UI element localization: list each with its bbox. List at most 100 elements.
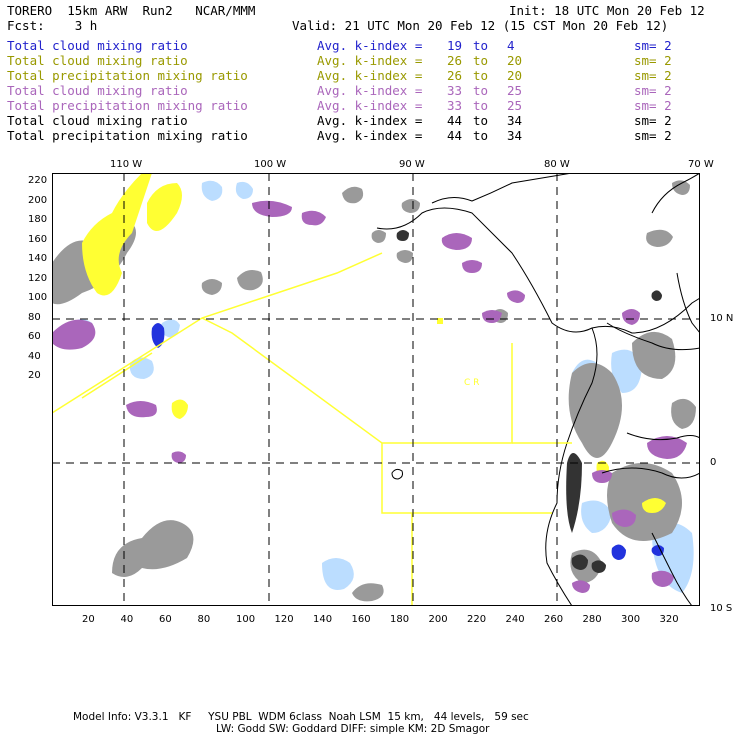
lat-label-10n: 10 N (710, 313, 734, 324)
legend-to-value: 20 (507, 53, 523, 68)
x-tick-label: 140 (313, 614, 333, 625)
legend-sm-value: sm= 2 (634, 53, 672, 68)
header-init: Init: 18 UTC Mon 20 Feb 12 (509, 3, 705, 18)
header-fcst: Fcst: 3 h (7, 18, 98, 33)
legend-sm-value: sm= 2 (634, 83, 672, 98)
legend-to-label: to (473, 68, 489, 83)
x-tick-label: 320 (659, 614, 679, 625)
legend-kindex-label: Avg. k-index = (317, 38, 423, 53)
legend-to-label: to (473, 128, 489, 143)
header-model: TORERO 15km ARW Run2 NCAR/MMM (7, 3, 256, 18)
x-tick-label: 300 (621, 614, 641, 625)
x-tick-label: 60 (159, 614, 172, 625)
legend-to-label: to (473, 83, 489, 98)
lon-label-110w: 110 W (110, 159, 143, 170)
legend-row: Total cloud mixing ratio Avg. k-index = 26… (7, 53, 727, 68)
legend-from-value: 26 (447, 53, 463, 68)
x-tick-label: 240 (505, 614, 525, 625)
legend-from-value: 44 (447, 128, 463, 143)
yellow-precip-layer (82, 173, 666, 513)
legend-sm-value: sm= 2 (634, 68, 672, 83)
map-frame (52, 173, 700, 606)
legend-to-label: to (473, 38, 489, 53)
coastline-layer (376, 173, 700, 606)
legend-to-label: to (473, 53, 489, 68)
legend-to-value: 4 (507, 38, 515, 53)
y-tick-label: 20 (28, 370, 41, 381)
lon-label-70w: 70 W (688, 159, 714, 170)
legend-row: Total precipitation mixing ratio Avg. k-i… (7, 128, 727, 143)
dark-cloud-layer (396, 230, 662, 573)
lat-label-10s: 10 S (710, 603, 733, 614)
x-tick-label: 180 (390, 614, 410, 625)
x-tick-label: 260 (544, 614, 564, 625)
x-tick-label: 40 (120, 614, 134, 625)
legend-field-label: Total precipitation mixing ratio (7, 68, 248, 83)
header-valid: Valid: 21 UTC Mon 20 Feb 12 (15 CST Mon … (292, 18, 669, 33)
x-tick-label: 280 (582, 614, 602, 625)
legend-kindex-label: Avg. k-index = (317, 98, 423, 113)
legend-to-value: 34 (507, 113, 523, 128)
y-tick-label: 40 (28, 350, 41, 362)
y-tick-label: 100 (28, 292, 48, 303)
boundary-lines (52, 252, 572, 606)
legend-from-value: 19 (447, 38, 463, 53)
legend-sm-value: sm= 2 (634, 98, 672, 113)
y-tick-label: 180 (28, 214, 48, 225)
x-tick-label: 160 (351, 614, 371, 625)
legend-from-value: 26 (447, 68, 463, 83)
legend-sm-value: sm= 2 (634, 128, 672, 143)
x-tick-label: 80 (197, 614, 211, 625)
legend-to-label: to (473, 113, 489, 128)
purple-precip-layer (52, 200, 687, 593)
legend-to-value: 25 (507, 83, 523, 98)
legend-to-label: to (473, 98, 489, 113)
legend-row: Total cloud mixing ratio Avg. k-index = 33… (7, 83, 727, 98)
y-tick-label: 120 (28, 272, 48, 284)
legend-from-value: 33 (447, 98, 463, 113)
x-tick-label: 220 (467, 614, 487, 625)
legend-row: Total precipitation mixing ratio Avg. k-i… (7, 98, 727, 113)
legend-kindex-label: Avg. k-index = (317, 83, 423, 98)
lon-label-80w: 80 W (544, 159, 570, 170)
legend-row: Total cloud mixing ratio Avg. k-index = 44… (7, 113, 727, 128)
legend-row: Total precipitation mixing ratio Avg. k-i… (7, 68, 727, 83)
legend-row: Total cloud mixing ratio Avg. k-index = 19… (7, 38, 727, 53)
lon-label-100w: 100 W (254, 159, 287, 170)
y-tick-label: 160 (28, 233, 48, 245)
grid-lines (52, 173, 700, 606)
legend-to-value: 25 (507, 98, 523, 113)
weather-map: C R (52, 173, 700, 606)
legend-field-label: Total cloud mixing ratio (7, 38, 188, 53)
legend-kindex-label: Avg. k-index = (317, 68, 423, 83)
lat-label-0: 0 (710, 457, 717, 468)
y-tick-label: 80 (28, 311, 41, 323)
footer-model-info: Model Info: V3.3.1 KF YSU PBL WDM 6class… (73, 711, 529, 723)
y-tick-label: 220 (28, 175, 48, 186)
legend-sm-value: sm= 2 (634, 113, 672, 128)
x-tick-label: 100 (236, 614, 256, 625)
legend-field-label: Total cloud mixing ratio (7, 83, 188, 98)
y-tick-label: 60 (28, 331, 41, 342)
y-tick-label: 200 (28, 194, 48, 206)
legend-from-value: 33 (447, 83, 463, 98)
legend-kindex-label: Avg. k-index = (317, 113, 423, 128)
legend-kindex-label: Avg. k-index = (317, 53, 423, 68)
legend-field-label: Total cloud mixing ratio (7, 113, 188, 128)
y-tick-label: 140 (28, 253, 48, 264)
x-tick-label: 20 (82, 614, 95, 625)
x-tick-label: 120 (274, 614, 294, 625)
legend-to-value: 20 (507, 68, 523, 83)
x-tick-label: 200 (428, 614, 448, 625)
legend-to-value: 34 (507, 128, 523, 143)
blue-cloud-layer (151, 323, 664, 560)
footer-physics-info: LW: Godd SW: Goddard DIFF: simple KM: 2D… (216, 723, 490, 735)
legend-field-label: Total precipitation mixing ratio (7, 98, 248, 113)
legend-field-label: Total cloud mixing ratio (7, 53, 188, 68)
legend-sm-value: sm= 2 (634, 38, 672, 53)
legend-kindex-label: Avg. k-index = (317, 128, 423, 143)
legend-field-label: Total precipitation mixing ratio (7, 128, 248, 143)
legend-from-value: 44 (447, 113, 463, 128)
zone-label: C R (464, 378, 479, 388)
lon-label-90w: 90 W (399, 159, 425, 170)
